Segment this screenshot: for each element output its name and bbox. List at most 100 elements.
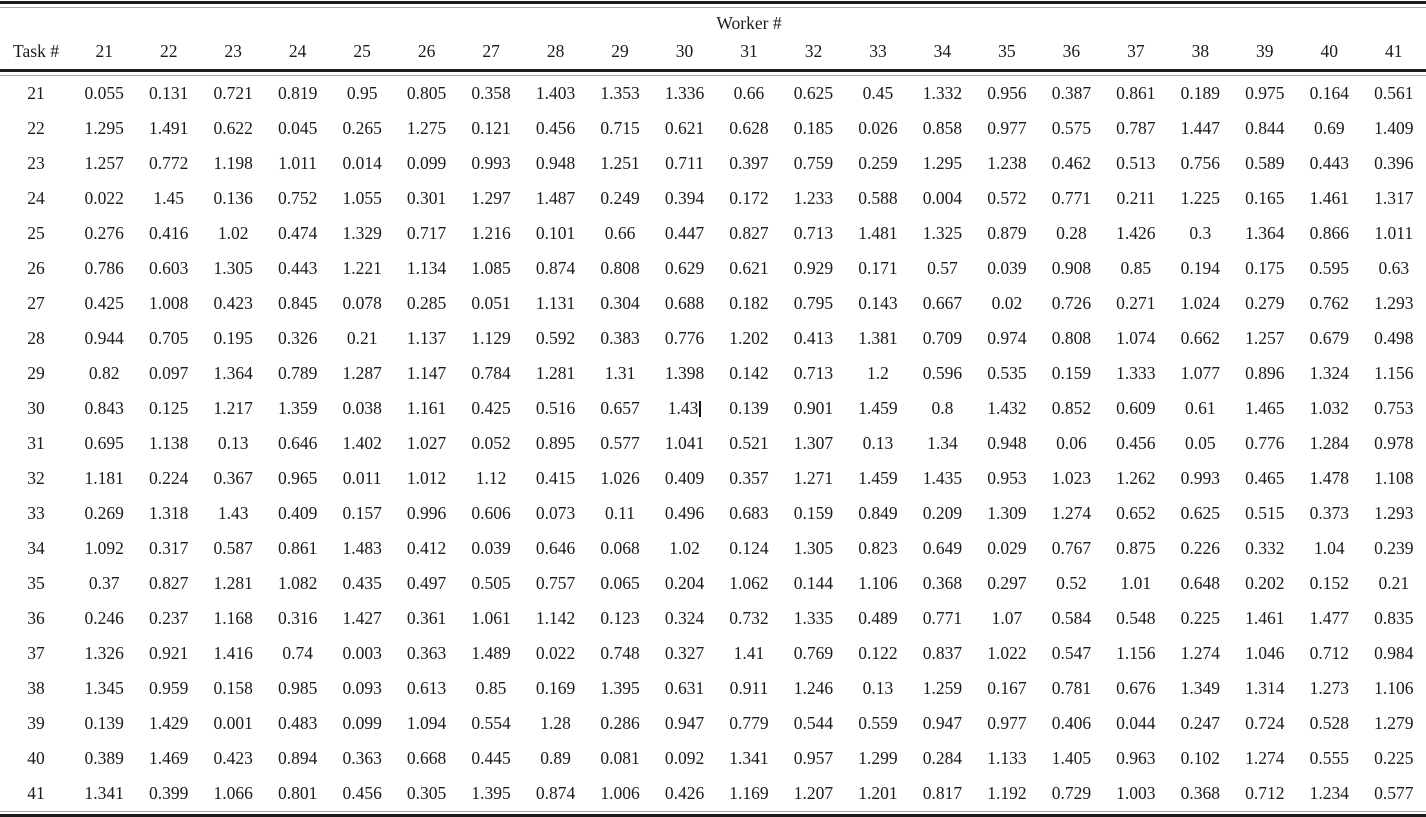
table-cell: 0.895 xyxy=(535,433,576,453)
table-cell: 1.251 xyxy=(600,153,640,173)
table-cell: 0.74 xyxy=(282,643,313,663)
table-cell: 1.483 xyxy=(342,538,382,558)
table-cell: 1.293 xyxy=(1374,503,1414,523)
table-cell: 0.358 xyxy=(471,83,511,103)
table-cell: 1.259 xyxy=(922,678,963,698)
table-cell: 0.05 xyxy=(1185,433,1216,453)
table-cell: 1.432 xyxy=(987,398,1027,418)
task-row-header: 39 xyxy=(27,713,45,733)
table-cell: 0.808 xyxy=(600,258,640,278)
table-cell: 0.099 xyxy=(406,153,447,173)
table-cell: 0.246 xyxy=(84,608,124,628)
table-cell: 0.13 xyxy=(862,433,894,453)
table-cell: 0.505 xyxy=(471,573,511,593)
table-cell: 1.092 xyxy=(84,538,124,558)
table-cell: 1.023 xyxy=(1051,468,1092,488)
table-cell: 0.544 xyxy=(793,713,834,733)
table-rule-header-separator xyxy=(0,68,1426,76)
table-cell: 0.795 xyxy=(793,293,834,313)
table-row: 27 0.425 1.008 0.423 0.845 0.078 0.285 0.051 1.… xyxy=(0,286,1426,321)
table-cell: 0.224 xyxy=(149,468,189,488)
table-cell: 1.435 xyxy=(922,468,963,488)
table-cell: 0.948 xyxy=(535,153,576,173)
table-cell: 0.498 xyxy=(1374,328,1414,348)
worker-column-header: 25 xyxy=(353,41,371,61)
table-cell: 0.613 xyxy=(406,678,447,698)
table-cell: 0.284 xyxy=(922,748,963,768)
table-cell: 0.209 xyxy=(922,503,963,523)
table-cell: 0.121 xyxy=(471,118,511,138)
table-cell: 0.185 xyxy=(793,118,834,138)
task-row-header: 31 xyxy=(27,433,45,453)
table-cell: 0.756 xyxy=(1180,153,1221,173)
table-cell: 1.233 xyxy=(793,188,834,208)
table-cell: 0.996 xyxy=(406,503,447,523)
table-cell: 1.281 xyxy=(535,363,576,383)
table-cell: 0.515 xyxy=(1245,503,1285,523)
table-cell: 1.046 xyxy=(1245,643,1285,663)
table-cell: 0.158 xyxy=(213,678,253,698)
table-cell: 0.022 xyxy=(84,188,124,208)
table-cell: 1.364 xyxy=(213,363,253,383)
table-cell: 1.274 xyxy=(1180,643,1221,663)
table-cell: 0.13 xyxy=(217,433,249,453)
table-cell: 1.287 xyxy=(342,363,382,383)
table-cell: 0.13 xyxy=(862,678,894,698)
worker-column-header: 36 xyxy=(1062,41,1081,61)
table-cell: 0.603 xyxy=(149,258,189,278)
table-cell: 0.125 xyxy=(149,398,189,418)
table-cell: 1.142 xyxy=(535,608,576,628)
table-cell: 0.122 xyxy=(858,643,898,663)
table-cell: 0.286 xyxy=(600,713,640,733)
table-cell: 0.662 xyxy=(1180,328,1221,348)
table-cell: 1.293 xyxy=(1374,293,1414,313)
table-cell: 1.491 xyxy=(149,118,189,138)
table-cell: 1.305 xyxy=(793,538,834,558)
table-cell: 0.528 xyxy=(1309,713,1349,733)
table-cell: 0.683 xyxy=(729,503,769,523)
table-cell: 0.57 xyxy=(927,258,958,278)
table-cell: 0.843 xyxy=(84,398,124,418)
table-cell: 0.513 xyxy=(1116,153,1156,173)
table-cell: 0.823 xyxy=(858,538,898,558)
table-cell: 0.239 xyxy=(1374,538,1414,558)
table-cell: 1.459 xyxy=(858,398,898,418)
table-cell: 0.051 xyxy=(471,293,511,313)
table-cell: 1.024 xyxy=(1180,293,1221,313)
table-cell: 1.461 xyxy=(1309,188,1349,208)
table-cell: 1.405 xyxy=(1051,748,1092,768)
table-cell: 1.45 xyxy=(153,188,185,208)
table-cell: 1.192 xyxy=(987,783,1027,803)
table-cell: 0.713 xyxy=(793,223,834,243)
table-cell: 0.447 xyxy=(664,223,705,243)
table-cell: 0.367 xyxy=(213,468,253,488)
table-cell: 0.175 xyxy=(1245,258,1285,278)
table-cell: 0.861 xyxy=(1116,83,1156,103)
table-cell: 0.172 xyxy=(729,188,769,208)
table-cell: 1.426 xyxy=(1116,223,1156,243)
worker-column-header: 33 xyxy=(869,41,887,61)
table-cell: 1.305 xyxy=(213,258,253,278)
table-cell: 1.332 xyxy=(922,83,963,103)
table-cell: 0.045 xyxy=(277,118,318,138)
table-cell: 0.073 xyxy=(535,503,576,523)
active-edit-cell[interactable]: 1.43 xyxy=(652,398,716,419)
table-cell: 0.561 xyxy=(1374,83,1414,103)
table-cell: 1.409 xyxy=(1374,118,1414,138)
table-cell: 0.577 xyxy=(1374,783,1414,803)
table-cell: 0.276 xyxy=(84,223,124,243)
table-cell: 1.246 xyxy=(793,678,834,698)
table-cell: 0.8 xyxy=(931,398,954,418)
table-cell: 0.757 xyxy=(535,573,576,593)
table-cell: 0.657 xyxy=(600,398,640,418)
table-cell: 0.648 xyxy=(1180,573,1221,593)
table-cell: 0.866 xyxy=(1309,223,1349,243)
table-cell: 1.011 xyxy=(1374,223,1414,243)
table-row: 33 0.269 1.318 1.43 0.409 0.157 0.996 0.606 0.0… xyxy=(0,496,1426,531)
table-cell: 1.318 xyxy=(149,503,189,523)
table-cell: 0.572 xyxy=(987,188,1027,208)
table-cell: 0.767 xyxy=(1051,538,1092,558)
table-cell: 0.123 xyxy=(600,608,640,628)
table-cell: 1.353 xyxy=(600,83,640,103)
table-cell: 1.01 xyxy=(1120,573,1152,593)
